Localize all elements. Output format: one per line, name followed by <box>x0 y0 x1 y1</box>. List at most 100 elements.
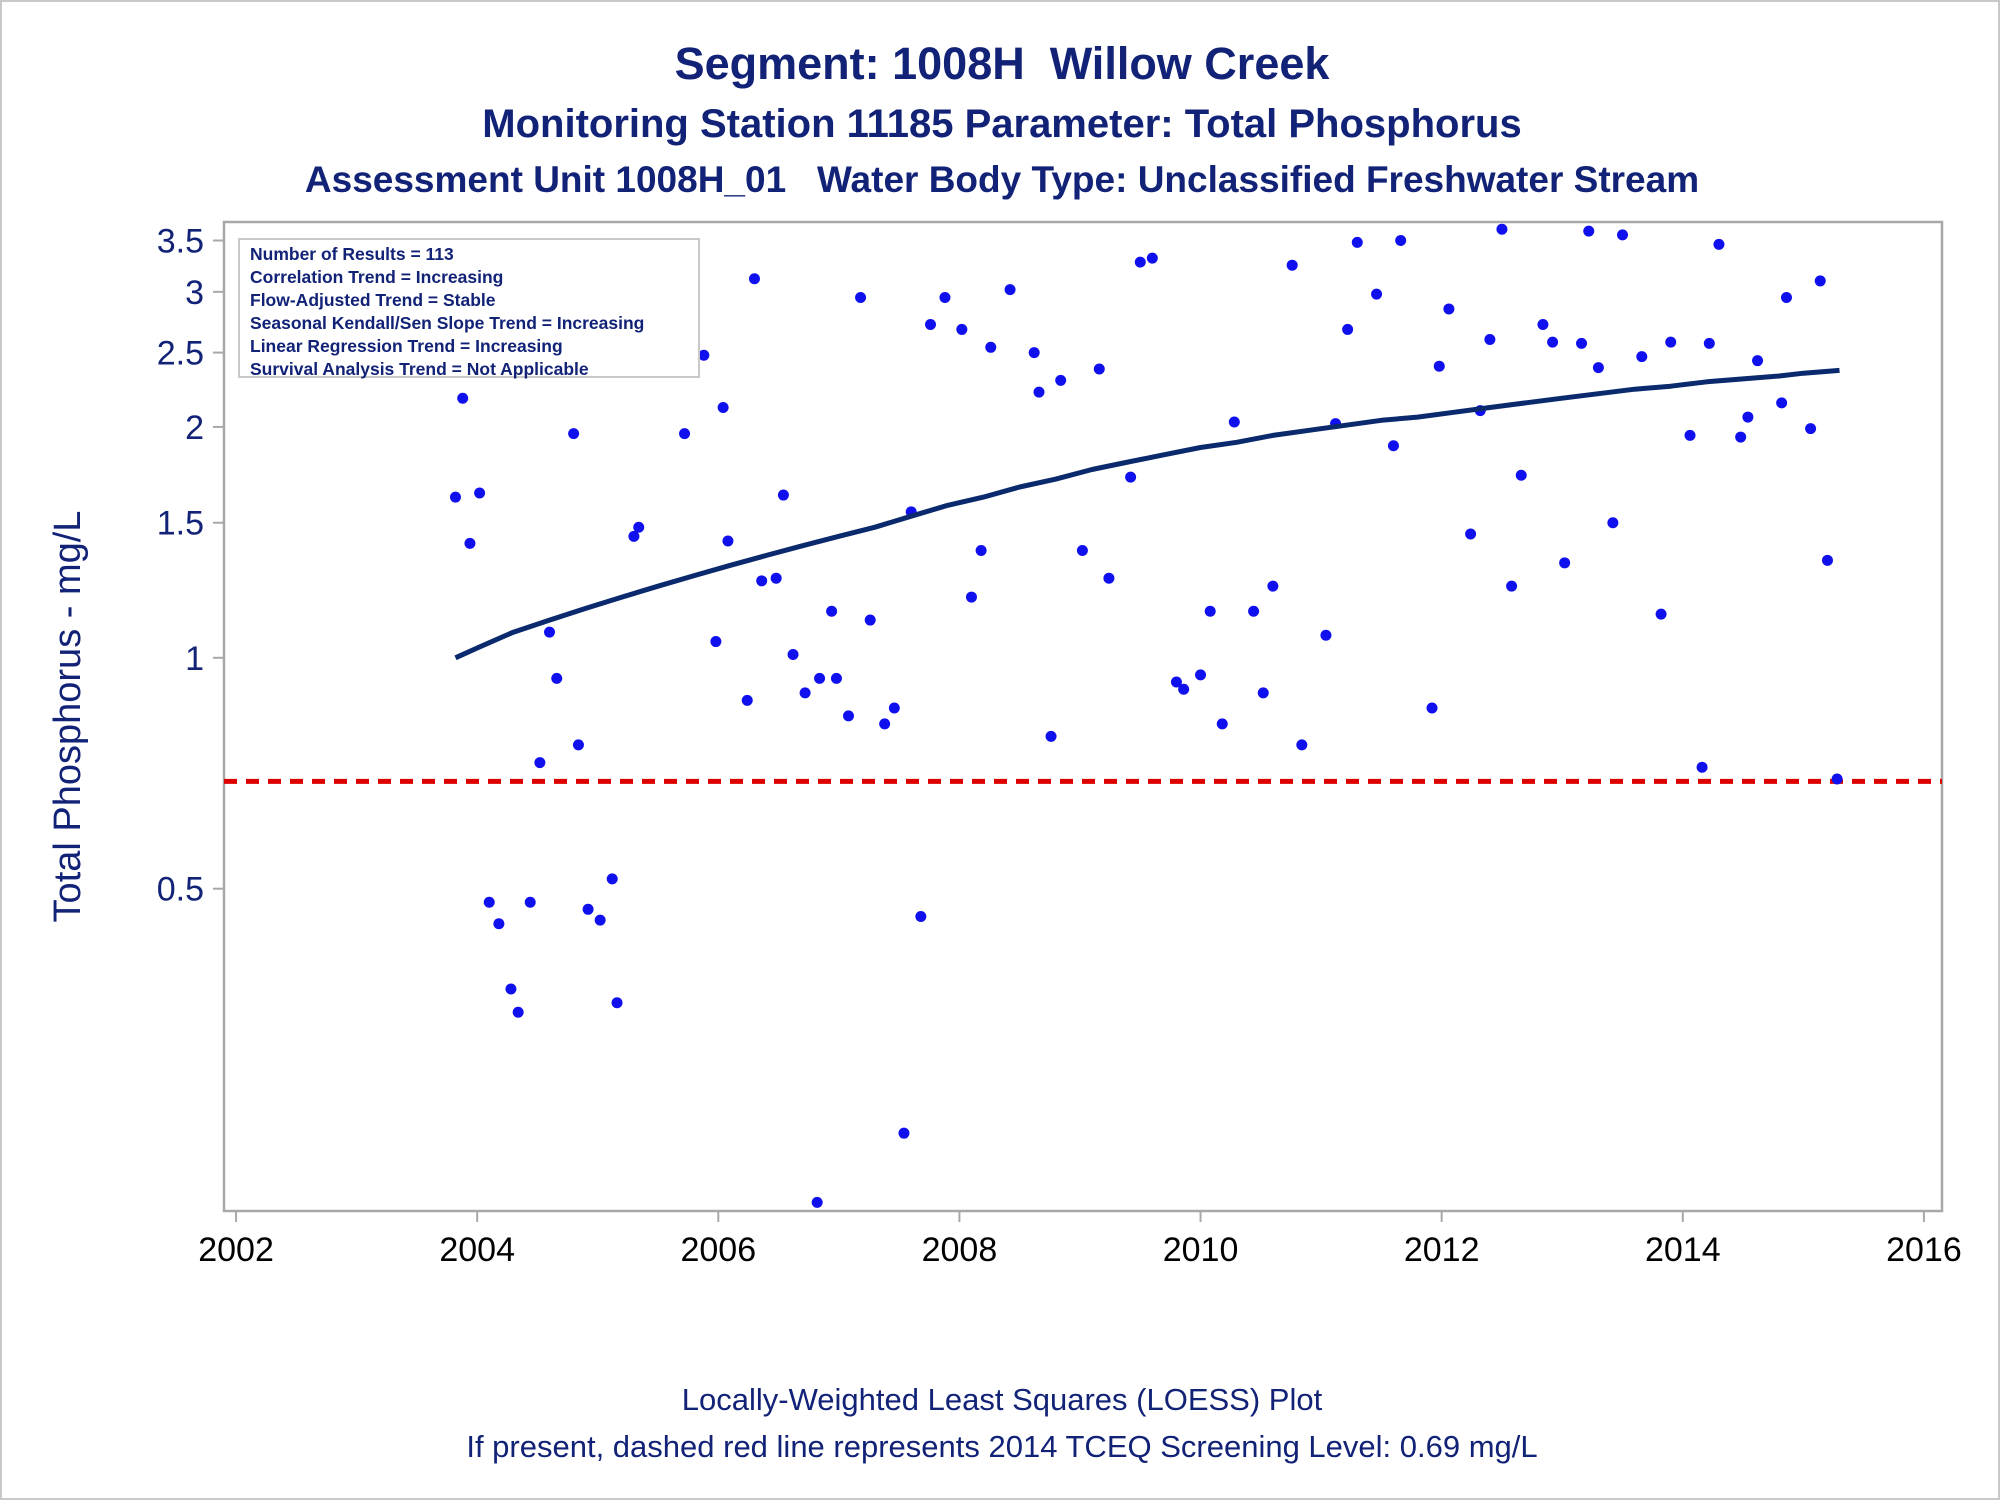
data-point <box>1342 323 1354 335</box>
data-point <box>1055 374 1067 386</box>
data-point <box>770 572 782 584</box>
data-point <box>1045 730 1057 742</box>
data-point <box>524 896 536 908</box>
data-point <box>1028 347 1040 359</box>
data-point <box>1665 336 1677 348</box>
data-point <box>965 591 977 603</box>
data-point <box>534 757 546 769</box>
x-tick-label: 2002 <box>198 1231 274 1269</box>
data-point <box>787 648 799 660</box>
data-point <box>544 626 556 638</box>
plot-area <box>222 220 1944 1213</box>
data-point <box>582 903 594 915</box>
data-point <box>633 521 645 533</box>
data-point <box>1351 236 1363 248</box>
data-point <box>1076 545 1088 557</box>
data-point <box>1146 252 1158 264</box>
data-point <box>1371 288 1383 300</box>
data-point <box>924 318 936 330</box>
legend-line-correlation: Correlation Trend = Increasing <box>250 267 504 287</box>
y-tick-label: 1.5 <box>157 505 204 543</box>
data-point <box>1831 773 1843 785</box>
data-point <box>1103 572 1115 584</box>
data-point <box>1636 351 1648 363</box>
data-point <box>1257 687 1269 699</box>
data-point <box>1395 235 1407 247</box>
data-point <box>1228 416 1240 428</box>
data-point <box>464 537 476 549</box>
data-point <box>898 1127 910 1139</box>
data-point <box>572 739 584 751</box>
chart-title: Segment: 1008H Willow Creek <box>674 38 1330 89</box>
data-point <box>741 694 753 706</box>
data-point <box>1696 761 1708 773</box>
x-tick-label: 2012 <box>1404 1231 1480 1269</box>
loess-trend-line <box>454 367 1840 661</box>
data-point <box>483 896 495 908</box>
data-point <box>975 545 987 557</box>
data-point <box>1496 223 1508 235</box>
x-tick-label: 2016 <box>1886 1231 1962 1269</box>
y-tick-label: 1 <box>185 640 204 678</box>
data-point <box>1655 608 1667 620</box>
data-point <box>1547 336 1559 348</box>
data-point <box>1204 605 1216 617</box>
data-point <box>879 718 891 730</box>
data-point <box>1093 363 1105 375</box>
data-point <box>1607 517 1619 529</box>
data-point <box>826 605 838 617</box>
data-point <box>457 392 469 404</box>
data-point <box>1805 423 1817 435</box>
data-point <box>1780 291 1792 303</box>
data-point <box>474 487 486 499</box>
data-point <box>722 535 734 547</box>
legend-line-survival: Survival Analysis Trend = Not Applicable <box>250 359 589 379</box>
y-axis-title: Total Phosphorus - mg/L <box>47 511 89 923</box>
data-point <box>1617 229 1629 241</box>
data-point <box>777 489 789 501</box>
data-point <box>1134 256 1146 268</box>
data-point <box>1195 669 1207 681</box>
data-point <box>1576 337 1588 349</box>
data-point <box>611 997 623 1009</box>
data-point <box>493 918 505 930</box>
data-point <box>1703 337 1715 349</box>
x-tick-label: 2004 <box>439 1231 515 1269</box>
data-point <box>551 672 563 684</box>
data-point <box>1426 702 1438 714</box>
data-point <box>505 983 517 995</box>
data-point <box>799 687 811 699</box>
y-tick-label: 0.5 <box>157 871 204 909</box>
data-point <box>1776 397 1788 409</box>
y-tick-label: 2 <box>185 409 204 447</box>
data-point <box>1735 431 1747 443</box>
data-point <box>1465 528 1477 540</box>
chart-subtitle: Monitoring Station 11185 Parameter: Tota… <box>482 102 1522 146</box>
x-tick-label: 2006 <box>680 1231 756 1269</box>
data-point <box>1484 334 1496 346</box>
stats-legend: Number of Results = 113 Correlation Tren… <box>238 238 700 379</box>
legend-line-seasonal-kendall: Seasonal Kendall/Sen Slope Trend = Incre… <box>250 313 645 333</box>
data-point <box>1433 360 1445 372</box>
data-point <box>698 349 710 361</box>
chart-subtitle-2: Assessment Unit 1008H_01 Water Body Type… <box>304 159 1700 200</box>
data-point <box>855 291 867 303</box>
y-tick-label: 3.5 <box>157 223 204 261</box>
data-point <box>811 1196 823 1208</box>
y-tick-label: 3 <box>185 274 204 312</box>
data-point <box>1742 411 1754 423</box>
data-point <box>1004 284 1016 296</box>
data-point <box>568 428 580 440</box>
data-point <box>449 491 461 503</box>
data-point <box>939 291 951 303</box>
data-point <box>888 702 900 714</box>
data-point <box>985 341 997 353</box>
footnote-loess: Locally-Weighted Least Squares (LOESS) P… <box>681 1382 1323 1417</box>
data-point <box>1515 469 1527 481</box>
data-point <box>748 273 760 285</box>
data-point <box>1684 429 1696 441</box>
legend-line-flow-adjusted: Flow-Adjusted Trend = Stable <box>250 290 496 310</box>
data-point <box>814 672 826 684</box>
data-point <box>1286 259 1298 271</box>
